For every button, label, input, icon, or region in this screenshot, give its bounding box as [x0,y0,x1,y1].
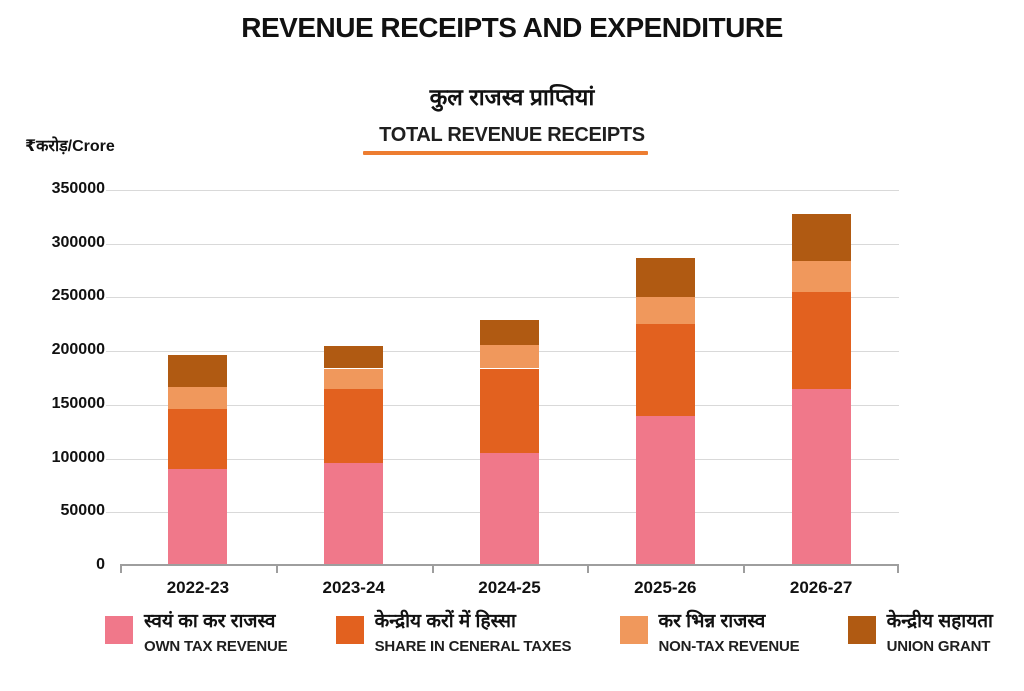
bar-segment-2022-23-own-tax-revenue [168,469,228,564]
bar-2024-25 [480,188,539,564]
bar-segment-2026-27-own-tax-revenue [791,388,851,564]
chart-subtitle-hindi: कुल राजस्व प्राप्तियां [429,84,595,110]
bar-segment-2024-25-union-grant [480,320,539,345]
legend-swatch [335,616,364,644]
x-tick-label-2022-23: 2022-23 [166,578,230,597]
legend-swatch [619,616,648,644]
y-tick-label-350000: 350000 [51,180,105,197]
bar-segment-2022-23-union-grant [168,354,228,387]
y-tick-label-250000: 250000 [51,287,105,305]
subtitle-underline-accent [363,151,648,155]
x-axis-tick-0 [120,566,122,573]
bar-2026-27 [791,188,851,564]
x-axis-tick-5 [897,566,899,573]
legend-item-union-grant: केन्द्रीय सहायता UNION GRANT [847,608,993,657]
y-tick-label-300000: 300000 [51,233,105,251]
bar-2022-23 [168,188,228,564]
legend-label-english: NON-TAX REVENUE [658,637,800,655]
bar-segment-2023-24-union-grant [324,345,384,369]
bar-segment-2026-27-non-tax-revenue [791,261,851,293]
y-tick-label-150000: 150000 [51,394,105,412]
y-tick-label-100000: 100000 [51,448,105,466]
legend-label-english: UNION GRANT [886,637,991,655]
bar-segment-2023-24-non-tax-revenue [324,368,384,389]
legend-item-share-in-ceneral-taxes: केन्द्रीय करों में हिस्सा SHARE IN CENERA… [335,608,572,657]
legend-item-non-tax-revenue: कर भिन्न राजस्व NON-TAX REVENUE [619,608,800,657]
chart-legend: स्वयं का कर राजस्व OWN TAX REVENUE केन्द्र… [105,608,993,657]
bar-segment-2023-24-own-tax-revenue [324,463,384,564]
x-axis-tick-4 [743,566,746,573]
plot-area [106,188,899,573]
bar-segment-2025-26-share-in-ceneral-taxes [635,324,695,416]
chart-subtitle-english: TOTAL REVENUE RECEIPTS [379,124,645,146]
legend-label-hindi: स्वयं का कर राजस्व [144,611,276,632]
x-axis-tick-2 [431,566,434,573]
x-tick-label-2023-24: 2023-24 [322,578,385,597]
y-tick-label-50000: 50000 [60,502,106,520]
x-tick-label-2024-25: 2024-25 [478,578,541,597]
bar-segment-2023-24-share-in-ceneral-taxes [324,388,384,464]
bar-segment-2025-26-own-tax-revenue [635,415,695,564]
gridline-250000 [106,297,899,299]
bar-2025-26 [635,188,695,564]
legend-label-english: OWN TAX REVENUE [144,637,288,655]
bar-segment-2022-23-share-in-ceneral-taxes [168,409,228,470]
bar-segment-2025-26-non-tax-revenue [635,296,695,325]
legend-label-hindi: केन्द्रीय सहायता [886,611,993,632]
bar-2023-24 [324,188,384,564]
x-tick-label-2025-26: 2025-26 [634,578,697,597]
legend-label-hindi: कर भिन्न राजस्व [658,611,766,632]
y-tick-label-0: 0 [96,556,105,573]
bar-segment-2026-27-union-grant [791,213,851,262]
gridline-350000 [106,190,899,191]
legend-label-english: SHARE IN CENERAL TAXES [374,637,572,655]
y-tick-label-200000: 200000 [51,341,105,359]
legend-label-hindi: केन्द्रीय करों में हिस्सा [374,611,516,632]
legend-swatch [105,616,133,644]
bar-segment-2024-25-own-tax-revenue [480,453,539,564]
bar-segment-2024-25-non-tax-revenue [480,344,539,369]
legend-swatch [847,616,876,644]
x-axis-tick-3 [587,566,590,573]
y-axis-unit-label: ₹करोड़/Crore [25,138,115,155]
gridline-300000 [106,243,899,245]
legend-item-own-tax-revenue: स्वयं का कर राजस्व OWN TAX REVENUE [105,608,288,657]
bar-segment-2024-25-share-in-ceneral-taxes [480,368,539,454]
page-title: REVENUE RECEIPTS AND EXPENDITURE [241,12,783,43]
bar-segment-2022-23-non-tax-revenue [168,386,228,410]
x-axis-tick-1 [275,566,278,573]
bar-segment-2026-27-share-in-ceneral-taxes [791,292,851,389]
bar-segment-2025-26-union-grant [635,257,695,297]
x-tick-label-2026-27: 2026-27 [789,578,853,597]
